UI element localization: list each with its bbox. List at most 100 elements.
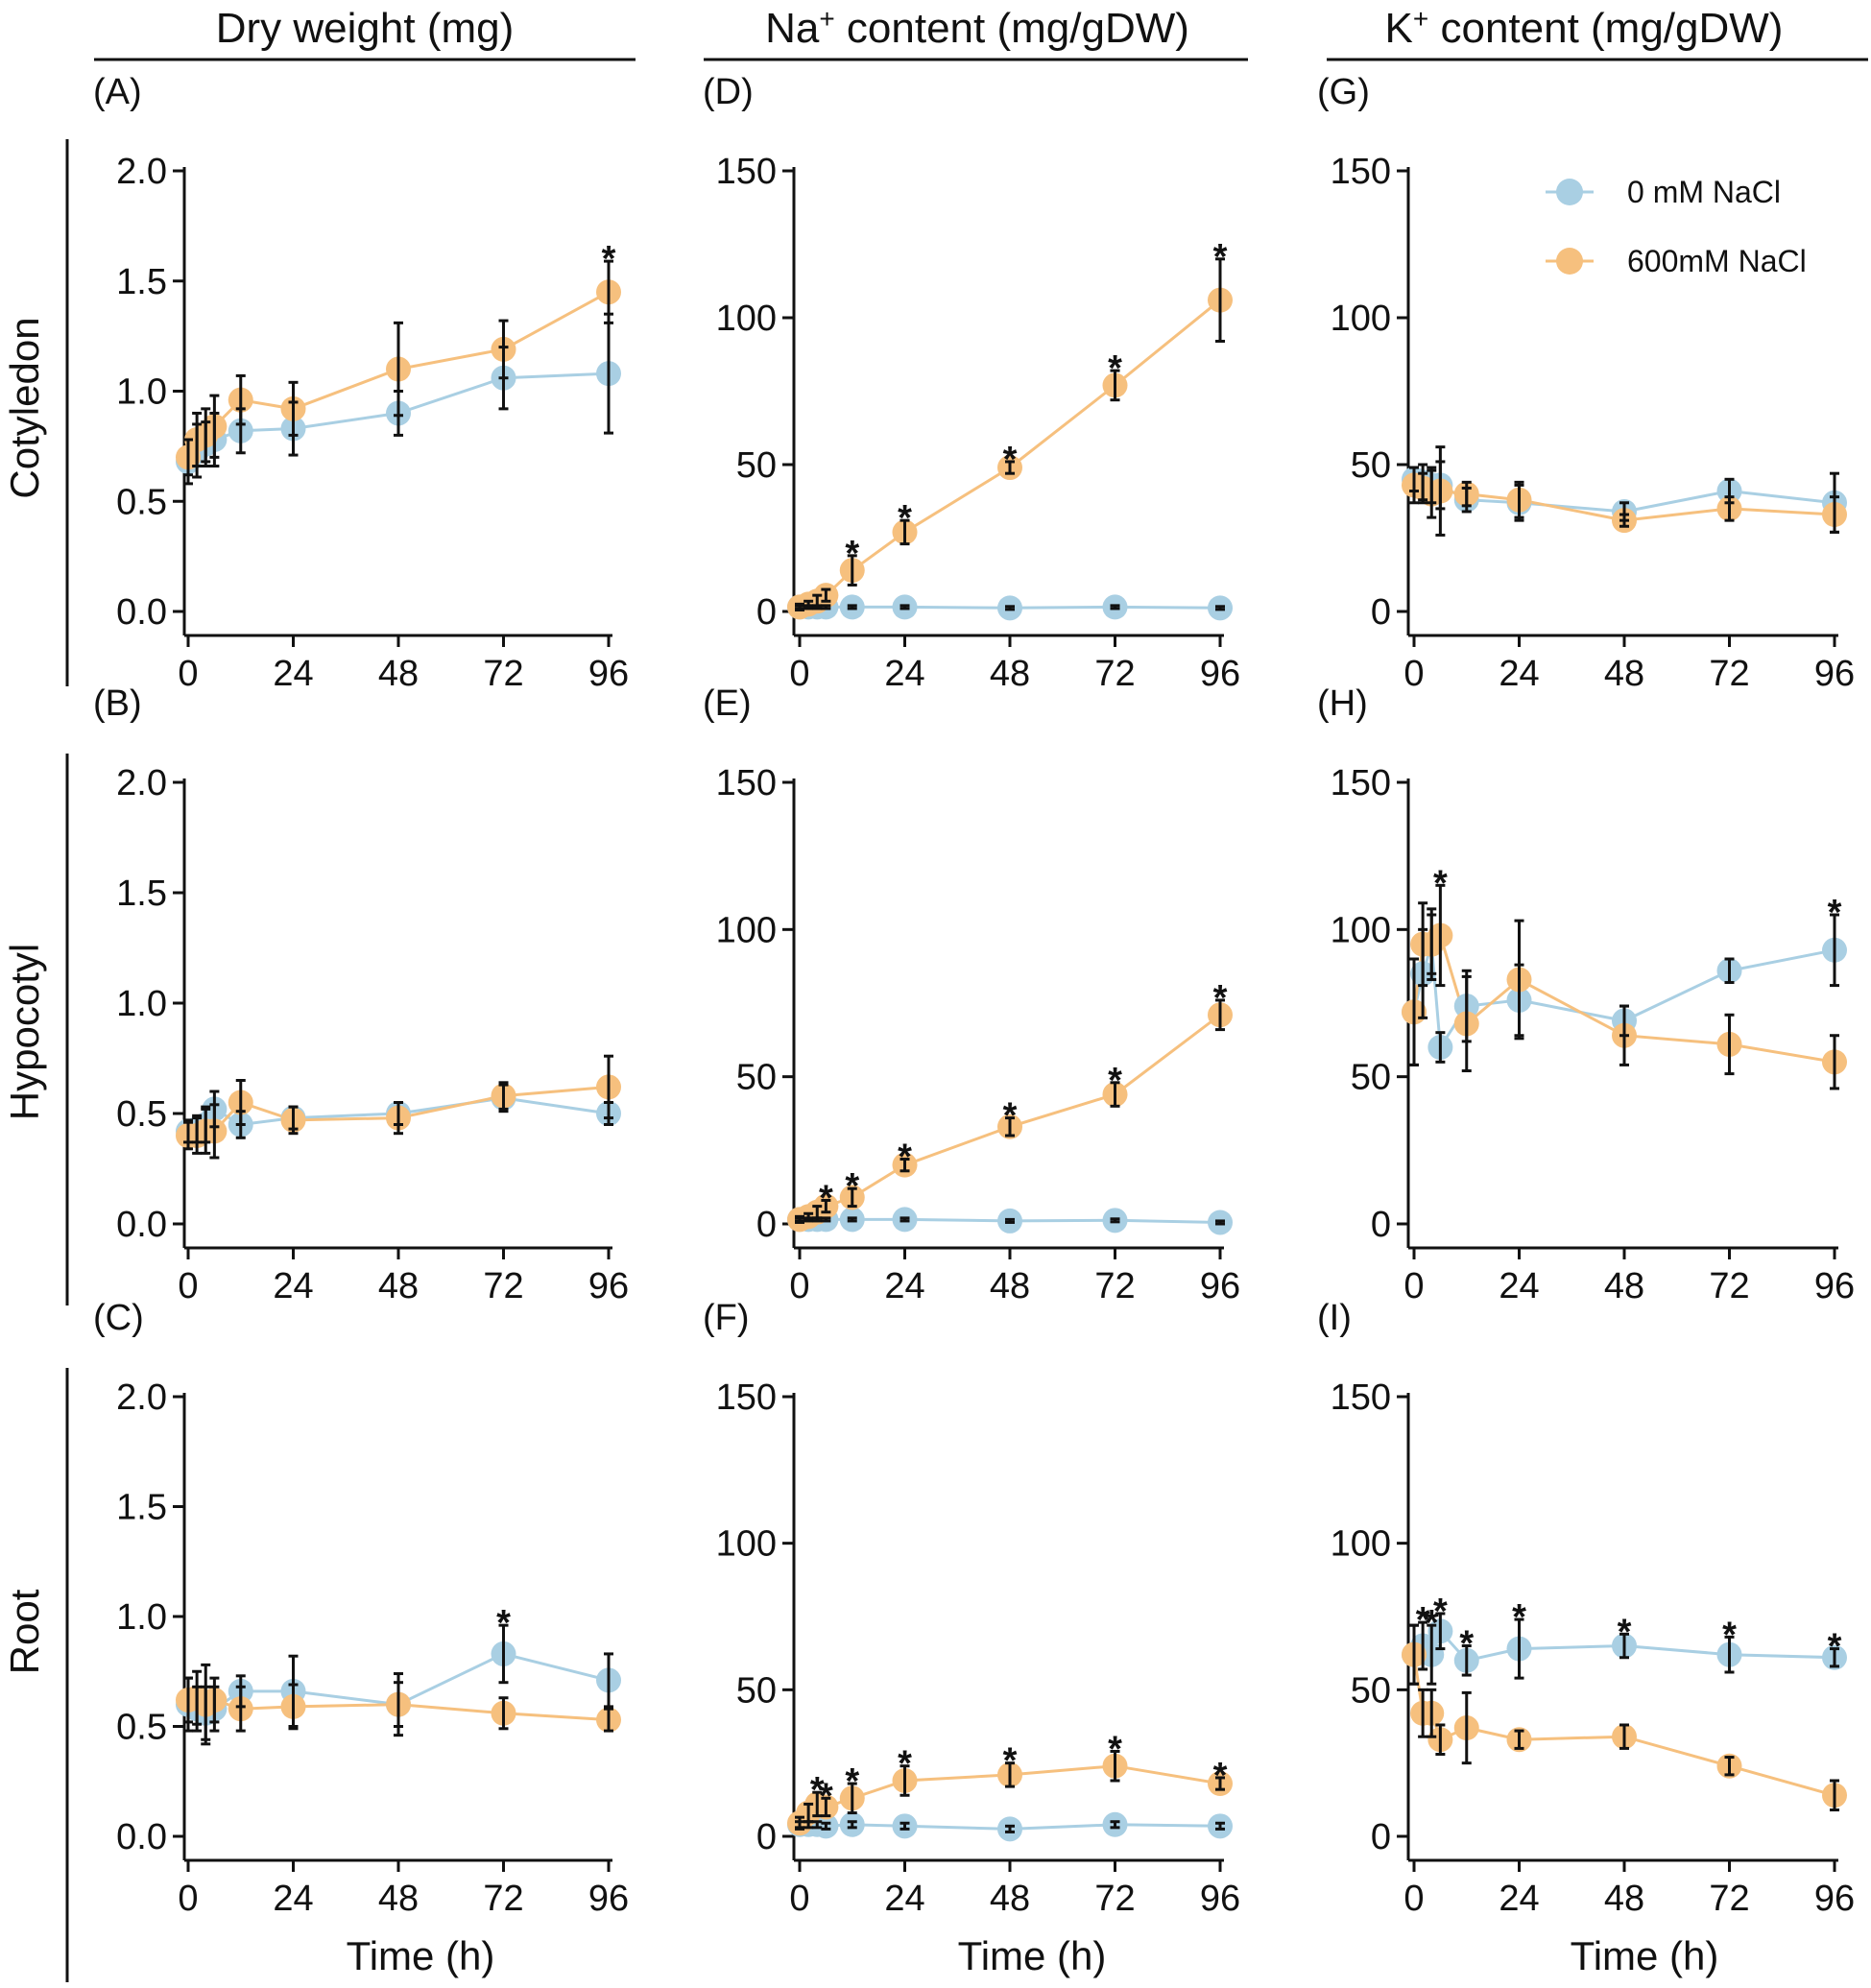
y-tick-label: 0: [1371, 592, 1391, 633]
y-tick-label: 150: [716, 763, 777, 803]
y-tick-label: 0.0: [116, 1205, 167, 1245]
significance-star: *: [1003, 440, 1018, 480]
y-tick-label: 50: [1351, 445, 1391, 486]
y-tick-label: 0.5: [116, 1708, 167, 1748]
panel-label-i: (I): [1317, 1298, 1352, 1338]
row-label-cotyledon: Cotyledon: [2, 317, 47, 498]
significance-star: *: [1722, 1615, 1737, 1655]
y-tick-label: 100: [716, 910, 777, 950]
x-tick-label: 72: [483, 1266, 523, 1306]
x-tick-label: 48: [1604, 654, 1644, 694]
significance-star: *: [1433, 863, 1448, 903]
x-tick-label: 96: [1200, 654, 1240, 694]
x-axis-label-col3: Time (h): [1571, 1933, 1719, 1978]
y-tick-label: 0.0: [116, 592, 167, 633]
x-tick-label: 72: [483, 654, 523, 694]
x-tick-label: 48: [378, 654, 419, 694]
significance-star: *: [1828, 893, 1842, 933]
x-tick-label: 48: [1604, 1266, 1644, 1306]
x-tick-label: 0: [178, 1879, 198, 1919]
panel-h: (H) 0 50 100 150 0 24 48 72 96 * *: [1317, 683, 1855, 1306]
y-tick-label: 50: [736, 1670, 777, 1711]
significance-star: *: [496, 1603, 511, 1643]
x-tick-label: 0: [1403, 1266, 1424, 1306]
y-tick-label: 0: [756, 592, 777, 633]
y-tick-label: 150: [1331, 1377, 1391, 1418]
x-tick-label: 48: [990, 654, 1030, 694]
x-tick-label: 72: [1709, 654, 1749, 694]
panel-g: (G) 0 50 100 150 0 24 48 72 96: [1317, 72, 1855, 694]
y-tick-label: 100: [1331, 299, 1391, 339]
x-axis-label-col1: Time (h): [347, 1933, 495, 1978]
x-tick-label: 24: [273, 1879, 313, 1919]
y-tick-label: 50: [1351, 1058, 1391, 1098]
x-tick-label: 0: [789, 654, 809, 694]
legend-marker-control: [1556, 179, 1583, 205]
x-tick-label: 96: [1200, 1879, 1240, 1919]
y-tick-label: 100: [716, 1524, 777, 1565]
y-tick-label: 2.0: [116, 1377, 167, 1418]
x-tick-label: 48: [1604, 1879, 1644, 1919]
y-tick-label: 0: [756, 1817, 777, 1857]
y-tick-label: 1.5: [116, 262, 167, 302]
y-tick-label: 1.0: [116, 1597, 167, 1638]
y-tick-label: 50: [1351, 1670, 1391, 1711]
significance-star: *: [602, 239, 616, 279]
x-tick-label: 24: [1499, 1266, 1539, 1306]
x-tick-label: 72: [1094, 654, 1135, 694]
x-tick-label: 96: [1814, 654, 1855, 694]
significance-star: *: [845, 534, 859, 574]
panel-label-g: (G): [1317, 72, 1370, 112]
x-tick-label: 24: [273, 1266, 313, 1306]
significance-star: *: [819, 1776, 833, 1816]
column-title-k-content: K+ content (mg/gDW): [1385, 4, 1784, 53]
y-tick-label: 150: [716, 152, 777, 192]
x-tick-label: 24: [884, 654, 924, 694]
x-tick-label: 72: [1709, 1266, 1749, 1306]
y-tick-label: 2.0: [116, 152, 167, 192]
x-tick-label: 48: [990, 1266, 1030, 1306]
panel-label-d: (D): [703, 72, 754, 112]
legend-label-salt: 600mM NaCl: [1627, 244, 1807, 278]
panel-b: (B) 0.0 0.5 1.0 1.5 2.0 0 24 48 72 96: [93, 683, 629, 1306]
significance-star: *: [1108, 1729, 1122, 1769]
y-tick-label: 50: [736, 445, 777, 486]
x-tick-label: 48: [378, 1266, 419, 1306]
y-tick-label: 0: [1371, 1817, 1391, 1857]
row-label-root: Root: [2, 1589, 47, 1674]
legend: 0 mM NaCl 600mM NaCl: [1546, 175, 1807, 278]
significance-star: *: [898, 498, 912, 539]
x-tick-label: 0: [1403, 1879, 1424, 1919]
x-tick-label: 72: [1094, 1879, 1135, 1919]
panel-label-c: (C): [93, 1298, 144, 1338]
y-tick-label: 100: [716, 299, 777, 339]
significance-star: *: [1416, 1600, 1430, 1641]
column-title-dry-weight: Dry weight (mg): [216, 5, 515, 52]
y-tick-label: 1.0: [116, 372, 167, 413]
x-tick-label: 0: [789, 1879, 809, 1919]
x-tick-label: 72: [483, 1879, 523, 1919]
y-tick-label: 0: [756, 1205, 777, 1245]
row-label-hypocotyl: Hypocotyl: [2, 944, 47, 1120]
x-tick-label: 48: [378, 1879, 419, 1919]
significance-star: *: [1213, 1756, 1228, 1796]
legend-marker-salt: [1556, 248, 1583, 275]
panel-label-h: (H): [1317, 683, 1368, 724]
panel-label-b: (B): [93, 683, 142, 724]
y-tick-label: 2.0: [116, 763, 167, 803]
significance-star: *: [1003, 1741, 1018, 1782]
y-tick-label: 150: [1331, 763, 1391, 803]
significance-star: *: [1512, 1597, 1526, 1638]
x-tick-label: 24: [884, 1266, 924, 1306]
panel-label-a: (A): [93, 72, 142, 112]
significance-star: *: [819, 1178, 833, 1218]
x-tick-label: 96: [588, 654, 629, 694]
significance-star: *: [1213, 978, 1228, 1018]
y-tick-label: 0.0: [116, 1817, 167, 1857]
x-tick-label: 96: [588, 1879, 629, 1919]
panel-label-f: (F): [703, 1298, 750, 1338]
x-axis-label-col2: Time (h): [958, 1933, 1107, 1978]
x-tick-label: 0: [789, 1266, 809, 1306]
